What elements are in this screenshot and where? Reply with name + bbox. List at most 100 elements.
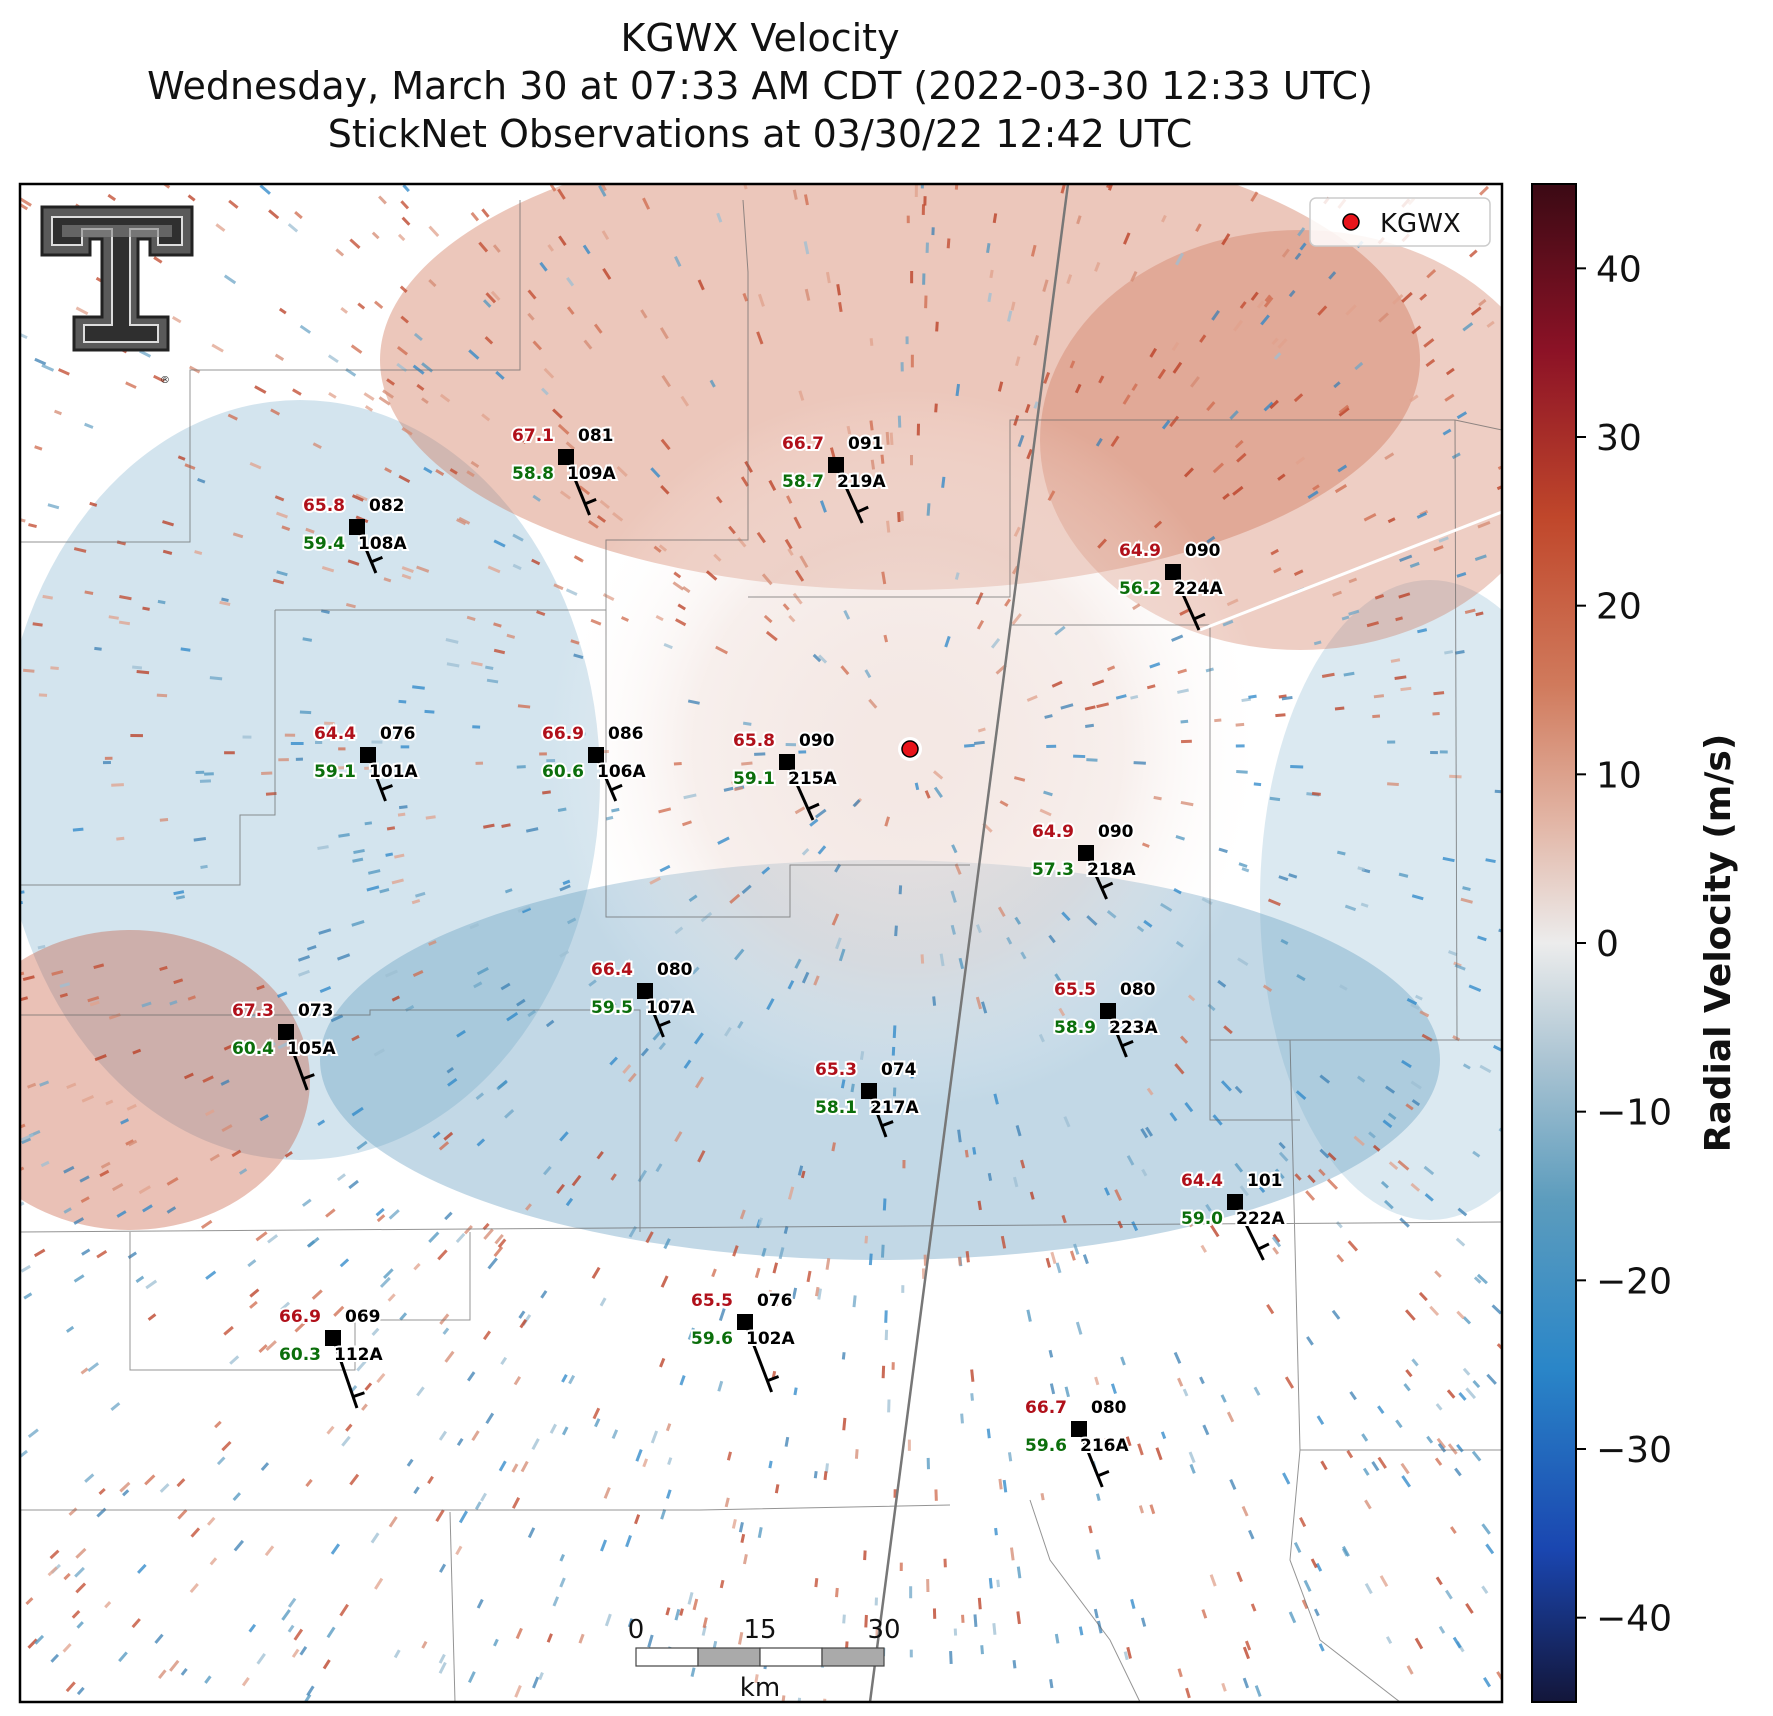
station-marker[interactable] [349, 519, 365, 535]
velocity-gate [817, 845, 827, 855]
station-marker[interactable] [278, 1024, 294, 1040]
velocity-gate [692, 1598, 699, 1611]
station-marker[interactable] [1227, 1194, 1243, 1210]
velocity-gate [1273, 567, 1282, 574]
velocity-gate [932, 996, 937, 1006]
velocity-gate [401, 566, 414, 573]
velocity-gate [691, 966, 700, 975]
station-marker[interactable] [1165, 564, 1181, 580]
station-marker[interactable] [588, 747, 604, 763]
station-dewpoint: 59.1 [733, 769, 775, 789]
velocity-gate [541, 387, 549, 396]
velocity-gate [322, 1659, 331, 1670]
velocity-gate [1434, 1457, 1443, 1466]
velocity-gate [1486, 320, 1495, 328]
station-wind-direction: 090 [1185, 541, 1221, 561]
velocity-gate [1313, 640, 1322, 646]
station-105A[interactable]: 67.3 073 60.4 105A [230, 999, 338, 1091]
velocity-gate [1332, 590, 1342, 597]
velocity-gate [463, 1225, 473, 1235]
station-224A[interactable]: 64.9 090 56.2 224A [1117, 539, 1225, 631]
velocity-gate [660, 1275, 669, 1288]
velocity-gate [204, 772, 214, 776]
station-marker[interactable] [360, 747, 376, 763]
velocity-gate [801, 848, 810, 856]
velocity-gate [169, 1000, 178, 1006]
station-marker[interactable] [779, 754, 795, 770]
velocity-gate [740, 476, 749, 487]
velocity-gate [697, 279, 705, 291]
station-marker[interactable] [1078, 845, 1094, 861]
velocity-gate [993, 1093, 999, 1105]
velocity-gate [1043, 790, 1053, 797]
velocity-gate [946, 238, 951, 249]
scale-label-30: 30 [867, 1615, 900, 1645]
velocity-gate [941, 476, 946, 488]
velocity-gate [958, 957, 965, 970]
station-marker[interactable] [737, 1314, 753, 1330]
velocity-gate [951, 844, 958, 854]
velocity-gate [1267, 898, 1281, 907]
velocity-gate [961, 1614, 965, 1623]
velocity-gate [387, 1293, 396, 1302]
station-marker[interactable] [861, 1083, 877, 1099]
velocity-gate [144, 1474, 156, 1486]
velocity-gate [1033, 335, 1040, 346]
velocity-gate [934, 403, 938, 413]
velocity-gate [438, 1653, 446, 1664]
velocity-gate [1002, 1479, 1008, 1493]
velocity-gate [612, 511, 624, 522]
wind-barb-flag [1193, 612, 1206, 621]
outbound-velocity-area [380, 184, 1420, 590]
station-219A[interactable]: 66.7 091 58.7 219A [780, 432, 888, 524]
station-216A[interactable]: 66.7 080 59.6 216A [1023, 1396, 1131, 1488]
velocity-gate [1047, 490, 1056, 502]
station-215A[interactable]: 65.8 090 59.1 215A [731, 729, 839, 821]
velocity-gate [566, 276, 575, 287]
velocity-gate [733, 786, 744, 792]
velocity-gate [527, 312, 535, 321]
station-112A[interactable]: 66.9 069 60.3 112A [277, 1305, 385, 1409]
velocity-gate [472, 725, 481, 729]
station-108A[interactable]: 65.8 082 59.4 108A [301, 494, 409, 574]
velocity-gate [1106, 910, 1117, 919]
velocity-gate [33, 1248, 46, 1258]
velocity-gate [105, 1099, 114, 1106]
station-dewpoint: 58.7 [782, 472, 824, 492]
velocity-gate [1281, 248, 1290, 258]
velocity-gate [1217, 979, 1227, 988]
velocity-gate [1446, 1389, 1456, 1399]
station-223A[interactable]: 65.5 080 58.9 223A [1052, 978, 1160, 1058]
velocity-gate [521, 907, 532, 914]
station-218A[interactable]: 64.9 090 57.3 218A [1030, 820, 1138, 900]
velocity-gate [659, 864, 671, 873]
velocity-gate [378, 396, 391, 406]
station-102A[interactable]: 65.5 076 59.6 102A [689, 1289, 797, 1393]
station-marker[interactable] [637, 983, 653, 999]
station-222A[interactable]: 64.4 101 59.0 222A [1179, 1169, 1287, 1261]
velocity-gate [822, 1698, 827, 1702]
velocity-gate [891, 1046, 896, 1056]
velocity-gate [281, 525, 291, 531]
station-marker[interactable] [828, 457, 844, 473]
velocity-gate [573, 653, 584, 659]
station-109A[interactable]: 67.1 081 58.8 109A [510, 424, 618, 516]
velocity-gate [809, 818, 819, 827]
velocity-gate [438, 1661, 447, 1674]
station-marker[interactable] [1100, 1003, 1116, 1019]
velocity-gate [1175, 940, 1184, 948]
station-marker[interactable] [558, 449, 574, 465]
station-marker[interactable] [325, 1330, 341, 1346]
station-marker[interactable] [1071, 1421, 1087, 1437]
velocity-gate [1397, 1160, 1410, 1171]
velocity-gate [1250, 191, 1259, 202]
station-107A[interactable]: 66.4 080 59.5 107A [589, 958, 697, 1038]
velocity-gate [1349, 1391, 1357, 1401]
station-106A[interactable]: 66.9 086 60.6 106A [540, 722, 648, 802]
velocity-gate [494, 1233, 504, 1245]
radar-site-marker[interactable] [901, 740, 919, 758]
velocity-gate [932, 1608, 937, 1619]
station-101A[interactable]: 64.4 076 59.1 101A [312, 722, 420, 802]
velocity-gate [1331, 1309, 1341, 1320]
station-217A[interactable]: 65.3 074 58.1 217A [813, 1058, 921, 1138]
